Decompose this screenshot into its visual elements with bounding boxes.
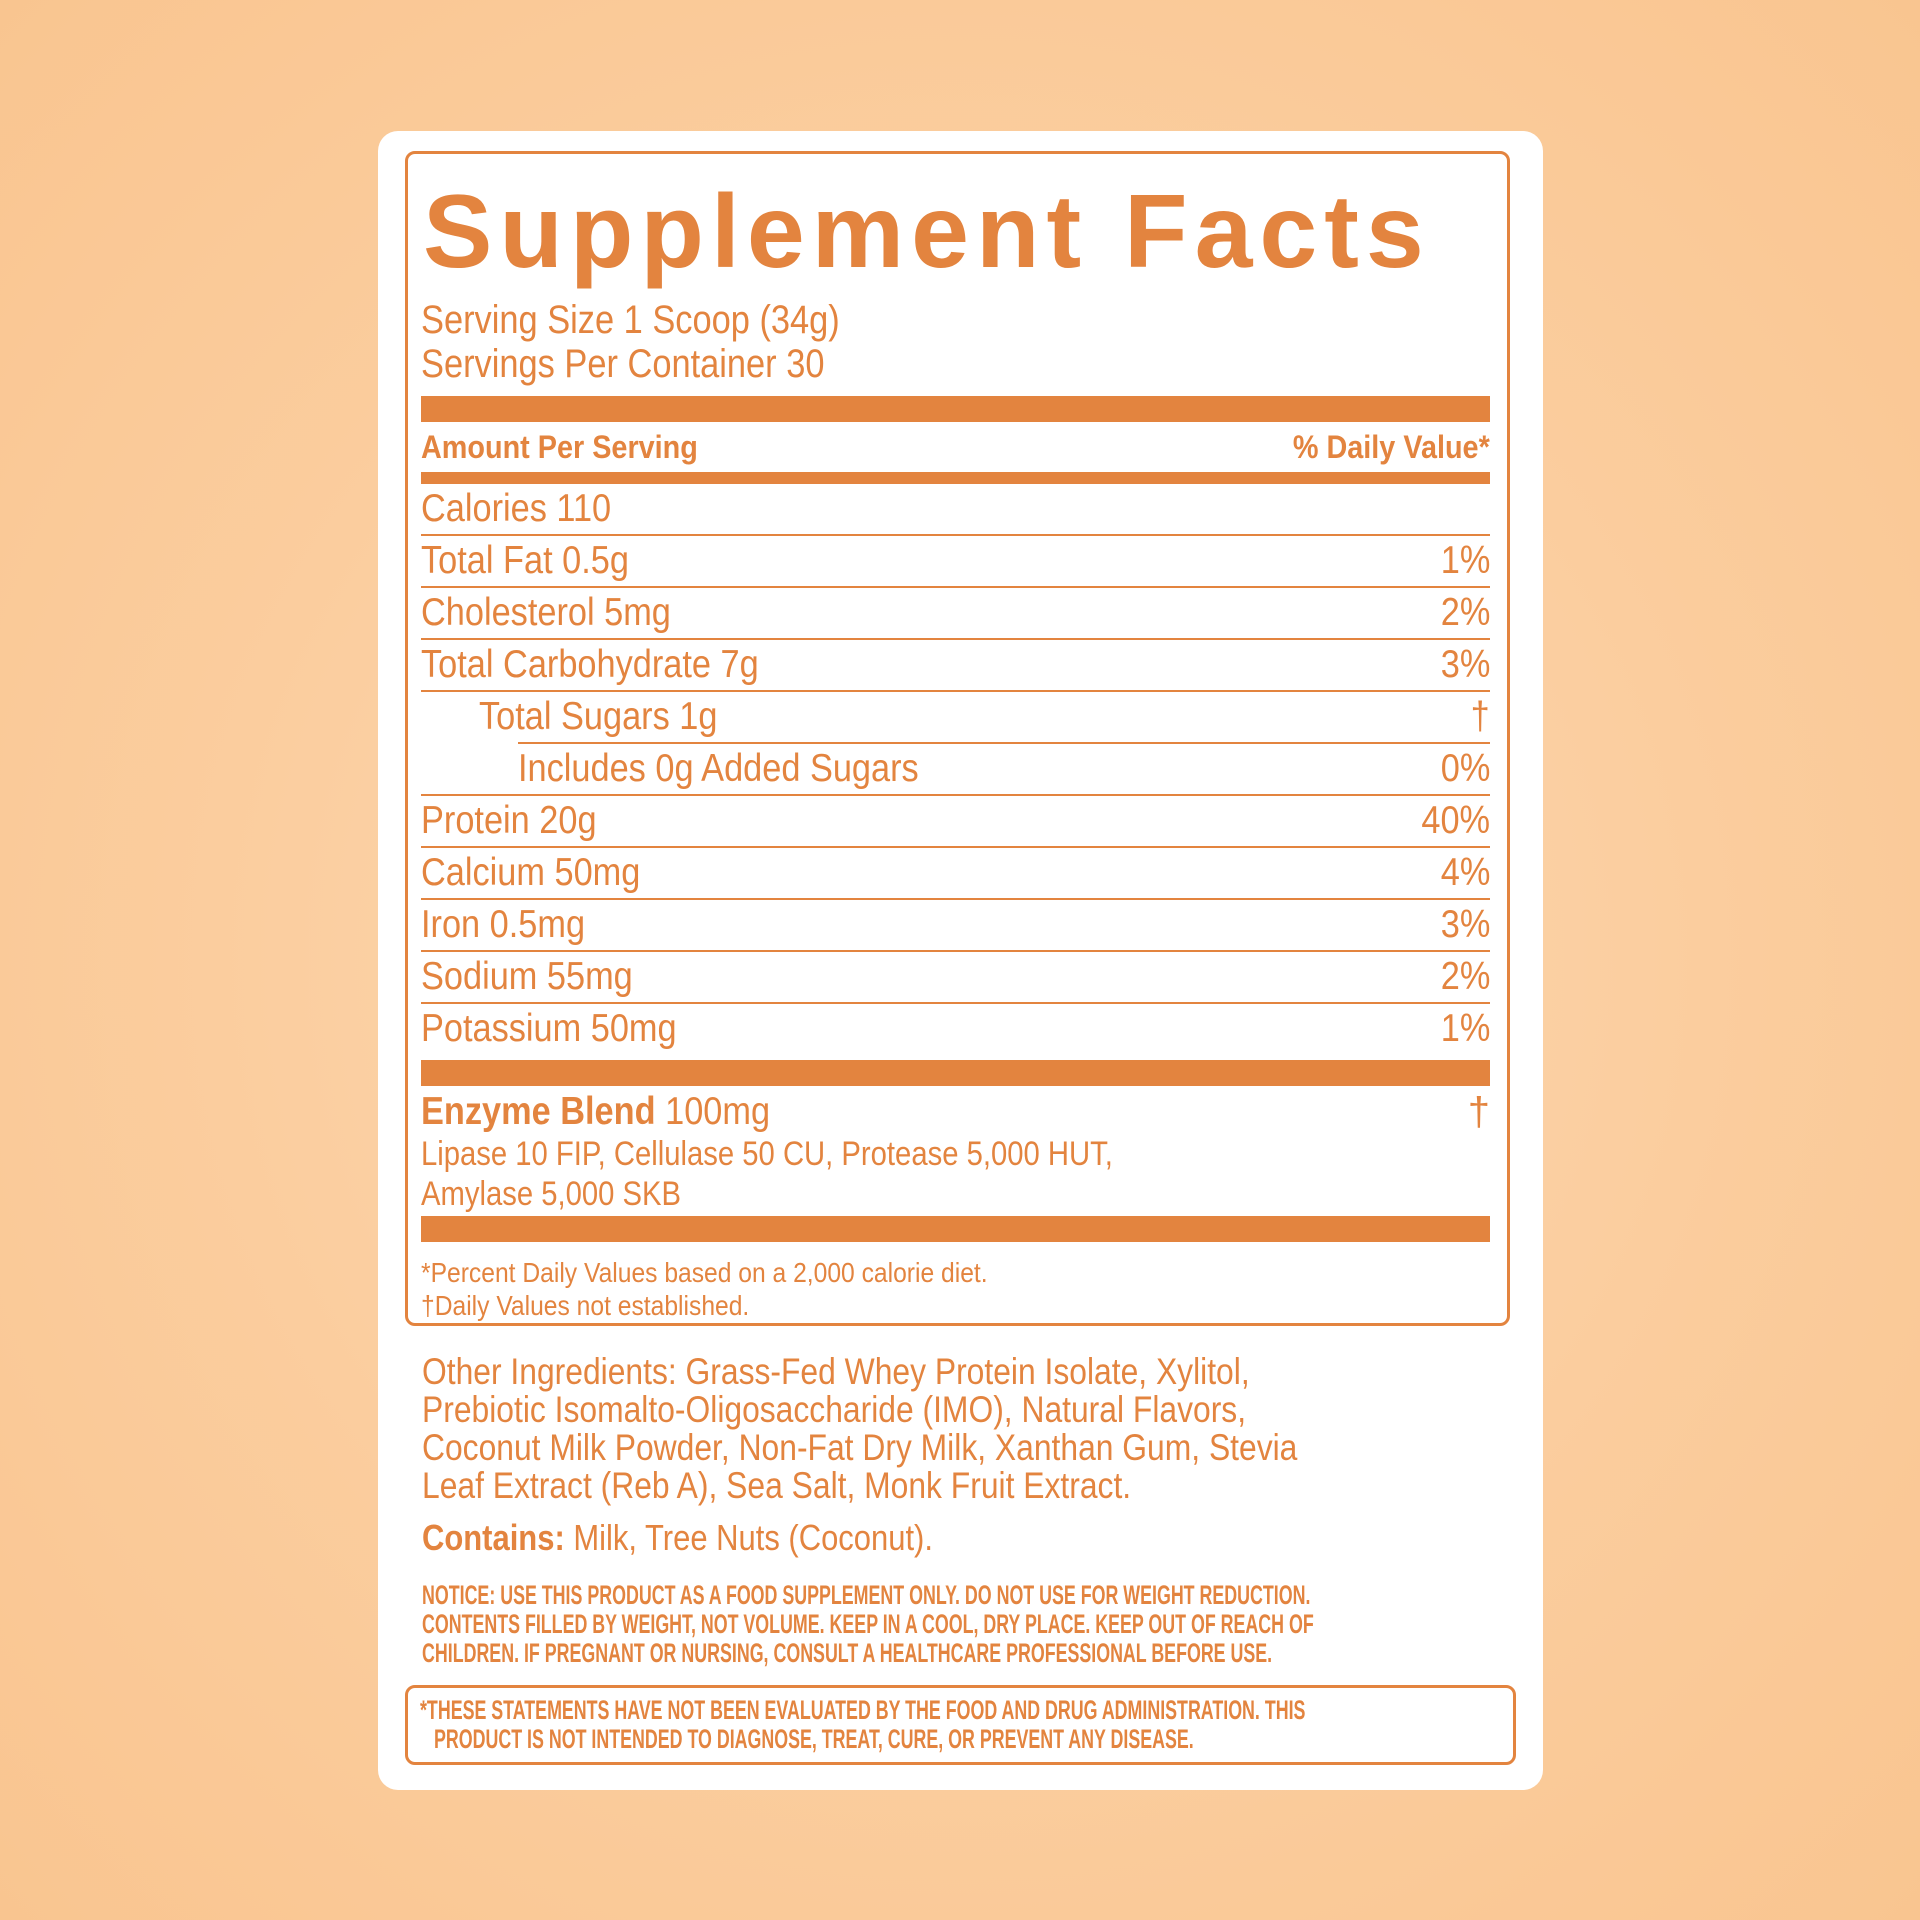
serving-size: Serving Size 1 Scoop (34g) — [421, 298, 840, 342]
nutrient-daily-value: 3% — [1440, 903, 1490, 946]
amount-per-serving-label: Amount Per Serving — [421, 428, 698, 465]
disclaimer-line: *THESE STATEMENTS HAVE NOT BEEN EVALUATE… — [420, 1695, 1306, 1725]
notice-line: CHILDREN. IF PREGNANT OR NURSING, CONSUL… — [422, 1638, 1273, 1668]
disclaimer-line: PRODUCT IS NOT INTENDED TO DIAGNOSE, TRE… — [434, 1724, 1194, 1754]
nutrient-label: Cholesterol 5mg — [421, 591, 671, 634]
enzyme-dv: † — [1467, 1090, 1490, 1134]
allergen-statement: Contains: Milk, Tree Nuts (Coconut). — [422, 1517, 1016, 1559]
nutrient-daily-value: 0% — [1440, 747, 1490, 790]
other-ingredients: Other Ingredients: Grass-Fed Whey Protei… — [422, 1353, 1440, 1505]
ingredients-line: Prebiotic Isomalto-Oligosaccharide (IMO)… — [422, 1389, 1247, 1430]
nutrient-daily-value: 1% — [1440, 539, 1490, 582]
enzyme-blend-name: Enzyme Blend — [421, 1090, 656, 1133]
fda-disclaimer-box: *THESE STATEMENTS HAVE NOT BEEN EVALUATE… — [405, 1685, 1516, 1765]
nutrient-daily-value: 1% — [1440, 1007, 1490, 1050]
ingredients-line: Coconut Milk Powder, Non-Fat Dry Milk, X… — [422, 1427, 1298, 1468]
nutrient-row: Calcium 50mg 4% — [421, 848, 1490, 900]
notice-line: NOTICE: USE THIS PRODUCT AS A FOOD SUPPL… — [422, 1580, 1311, 1610]
panel-title: Supplement Facts — [423, 174, 1431, 290]
enzyme-detail-line: Amylase 5,000 SKB — [421, 1175, 682, 1213]
footnote-not-established: †Daily Values not established. — [421, 1290, 750, 1321]
nutrient-label: Total Sugars 1g — [479, 695, 718, 738]
thick-divider — [421, 396, 1490, 422]
nutrient-label: Total Fat 0.5g — [421, 539, 629, 582]
ingredients-line: Other Ingredients: Grass-Fed Whey Protei… — [422, 1351, 1250, 1392]
nutrient-daily-value: 2% — [1440, 955, 1490, 998]
nutrient-label: Sodium 55mg — [421, 955, 633, 998]
nutrient-label: Calcium 50mg — [421, 851, 641, 894]
supplement-facts-panel: Supplement Facts Serving Size 1 Scoop (3… — [405, 151, 1510, 1326]
nutrient-row: Sodium 55mg 2% — [421, 952, 1490, 1004]
ingredients-line: Leaf Extract (Reb A), Sea Salt, Monk Fru… — [422, 1465, 1132, 1506]
nutrient-daily-value: 40% — [1421, 799, 1490, 842]
nutrient-row: Total Fat 0.5g 1% — [421, 536, 1490, 588]
thick-divider — [421, 1060, 1490, 1086]
enzyme-blend-amount: 100mg — [665, 1090, 771, 1133]
nutrient-label: Includes 0g Added Sugars — [518, 747, 919, 790]
enzyme-detail-line: Lipase 10 FIP, Cellulase 50 CU, Protease… — [421, 1135, 1113, 1173]
nutrient-daily-value: 4% — [1440, 851, 1490, 894]
servings-per-container: Servings Per Container 30 — [421, 342, 825, 386]
notice-line: CONTENTS FILLED BY WEIGHT, NOT VOLUME. K… — [422, 1609, 1314, 1639]
nutrient-row: Total Carbohydrate 7g 3% — [421, 640, 1490, 692]
supplement-label-card: Supplement Facts Serving Size 1 Scoop (3… — [378, 131, 1543, 1790]
nutrient-row: Iron 0.5mg 3% — [421, 900, 1490, 952]
nutrient-row: Calories 110 — [421, 484, 1490, 536]
medium-divider — [421, 472, 1490, 484]
nutrient-label: Total Carbohydrate 7g — [421, 643, 759, 686]
nutrient-row: Protein 20g 40% — [421, 796, 1490, 848]
daily-value-label: % Daily Value* — [1293, 428, 1490, 465]
nutrient-daily-value: 3% — [1440, 643, 1490, 686]
contains-label: Contains: — [422, 1517, 565, 1558]
nutrient-row: Total Sugars 1g † — [479, 692, 1490, 744]
nutrient-row: Includes 0g Added Sugars 0% — [421, 744, 1490, 796]
notice-text: NOTICE: USE THIS PRODUCT AS A FOOD SUPPL… — [422, 1581, 1773, 1668]
nutrient-row: Cholesterol 5mg 2% — [421, 588, 1490, 640]
enzyme-blend: Enzyme Blend 100mg Lipase 10 FIP, Cellul… — [421, 1086, 1490, 1216]
nutrient-label: Calories 110 — [421, 487, 612, 530]
nutrient-label: Protein 20g — [421, 799, 597, 842]
thick-divider — [421, 1216, 1490, 1242]
nutrient-daily-value: † — [1470, 695, 1490, 738]
nutrient-label: Iron 0.5mg — [421, 903, 586, 946]
contains-text: Milk, Tree Nuts (Coconut). — [573, 1517, 933, 1558]
column-header: Amount Per Serving % Daily Value* — [421, 422, 1490, 472]
nutrient-row: Potassium 50mg 1% — [421, 1004, 1490, 1054]
nutrient-daily-value: 2% — [1440, 591, 1490, 634]
nutrient-label: Potassium 50mg — [421, 1007, 677, 1050]
footnote-daily-values: *Percent Daily Values based on a 2,000 c… — [421, 1257, 988, 1288]
nutrient-rows: Calories 110 Total Fat 0.5g 1% Cholesterol … — [421, 484, 1490, 1054]
